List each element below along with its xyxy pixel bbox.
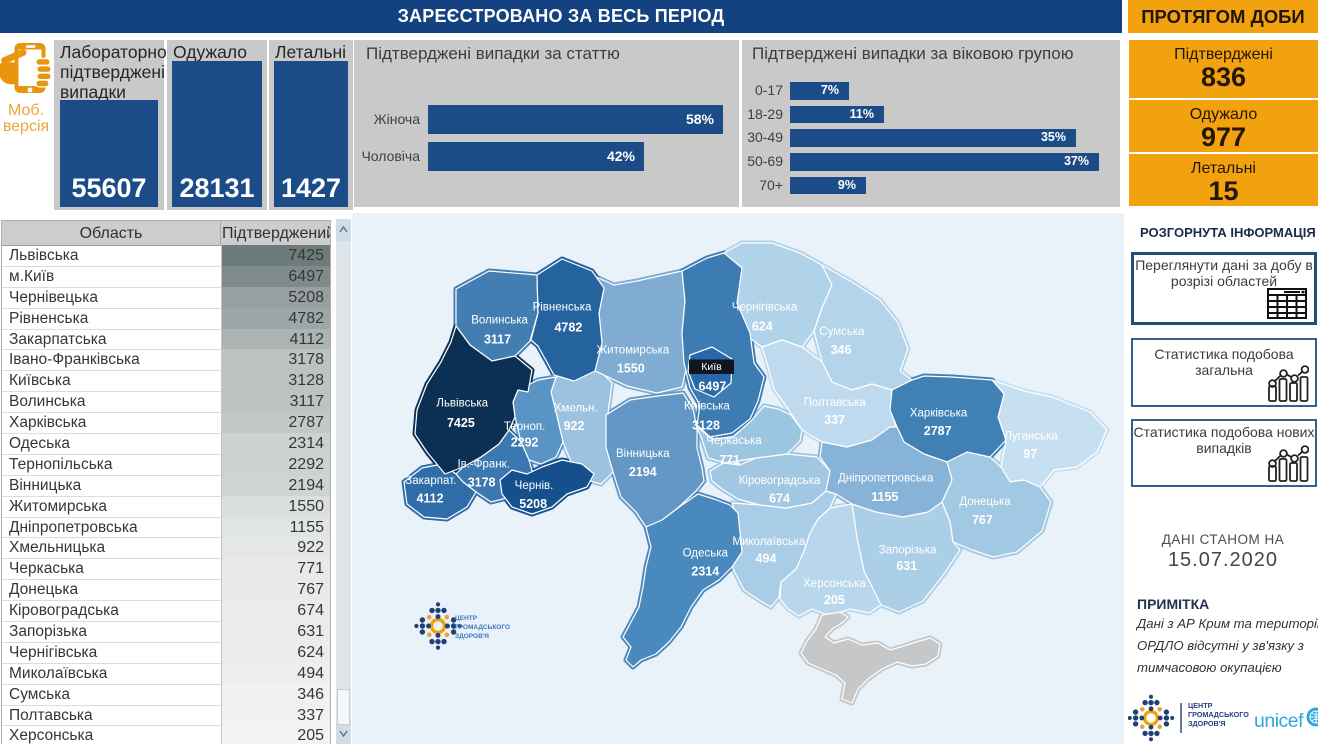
- svg-text:Волинська: Волинська: [471, 315, 528, 327]
- svg-text:4112: 4112: [416, 492, 443, 506]
- svg-text:4782: 4782: [554, 320, 582, 334]
- svg-text:7425: 7425: [447, 416, 475, 430]
- svg-text:ЦЕНТР: ЦЕНТР: [455, 615, 478, 622]
- svg-text:Чернігівська: Чернігівська: [732, 302, 798, 314]
- svg-text:6497: 6497: [698, 380, 726, 394]
- svg-text:Запорізька: Запорізька: [879, 545, 937, 557]
- svg-text:337: 337: [824, 413, 845, 427]
- svg-text:631: 631: [896, 559, 917, 573]
- svg-text:ГРОМАДСЬКОГО: ГРОМАДСЬКОГО: [455, 624, 510, 631]
- svg-text:ЗДОРОВ'Я: ЗДОРОВ'Я: [1188, 719, 1226, 728]
- svg-text:Київ: Київ: [701, 361, 722, 373]
- svg-text:674: 674: [769, 492, 790, 506]
- svg-text:Чернів.: Чернів.: [515, 480, 554, 492]
- svg-text:Полтавська: Полтавська: [804, 397, 867, 409]
- svg-text:Сумська: Сумська: [819, 326, 865, 338]
- svg-text:Київська: Київська: [684, 401, 730, 413]
- svg-text:ЦЕНТР: ЦЕНТР: [1188, 701, 1213, 710]
- svg-text:Рівненська: Рівненська: [533, 302, 592, 314]
- svg-text:771: 771: [719, 453, 740, 467]
- svg-text:Донецька: Донецька: [959, 496, 1011, 508]
- svg-text:1155: 1155: [871, 490, 898, 504]
- svg-text:97: 97: [1023, 447, 1037, 461]
- svg-text:ЗДОРОВ'Я: ЗДОРОВ'Я: [455, 633, 489, 640]
- svg-text:ГРОМАДСЬКОГО: ГРОМАДСЬКОГО: [1188, 710, 1249, 719]
- svg-text:Одеська: Одеська: [683, 547, 729, 559]
- svg-text:3128: 3128: [692, 418, 720, 432]
- svg-text:Кіровоградська: Кіровоградська: [739, 475, 821, 487]
- svg-text:Житомирська: Житомирська: [597, 345, 670, 357]
- svg-text:Львівська: Львівська: [436, 398, 488, 410]
- svg-text:Вінницька: Вінницька: [616, 448, 670, 460]
- svg-text:Харківська: Харківська: [910, 407, 968, 419]
- svg-text:3117: 3117: [484, 332, 511, 346]
- svg-text:346: 346: [831, 343, 852, 357]
- svg-text:494: 494: [756, 552, 777, 566]
- svg-text:624: 624: [752, 320, 773, 334]
- svg-text:Херсонська: Херсонська: [803, 578, 866, 590]
- svg-text:2194: 2194: [629, 465, 657, 479]
- svg-text:unicef: unicef: [1254, 710, 1304, 732]
- svg-text:2787: 2787: [924, 424, 952, 438]
- svg-text:Черкаська: Черкаська: [706, 435, 762, 447]
- svg-text:Миколаївська: Миколаївська: [732, 536, 806, 548]
- svg-text:Ів.-Франк.: Ів.-Франк.: [457, 459, 509, 471]
- svg-text:Луганська: Луганська: [1004, 431, 1058, 443]
- svg-text:3178: 3178: [468, 476, 496, 490]
- svg-text:5208: 5208: [519, 497, 547, 511]
- svg-text:Закарпат.: Закарпат.: [405, 475, 456, 487]
- svg-text:205: 205: [824, 593, 845, 607]
- svg-text:2292: 2292: [511, 436, 539, 450]
- svg-text:767: 767: [972, 513, 993, 527]
- svg-text:922: 922: [564, 419, 585, 433]
- svg-text:2314: 2314: [691, 564, 719, 578]
- svg-text:Терноп.: Терноп.: [504, 421, 545, 433]
- svg-text:Хмельн.: Хмельн.: [554, 403, 598, 415]
- svg-text:Дніпропетровська: Дніпропетровська: [838, 473, 934, 485]
- svg-text:1550: 1550: [617, 362, 645, 376]
